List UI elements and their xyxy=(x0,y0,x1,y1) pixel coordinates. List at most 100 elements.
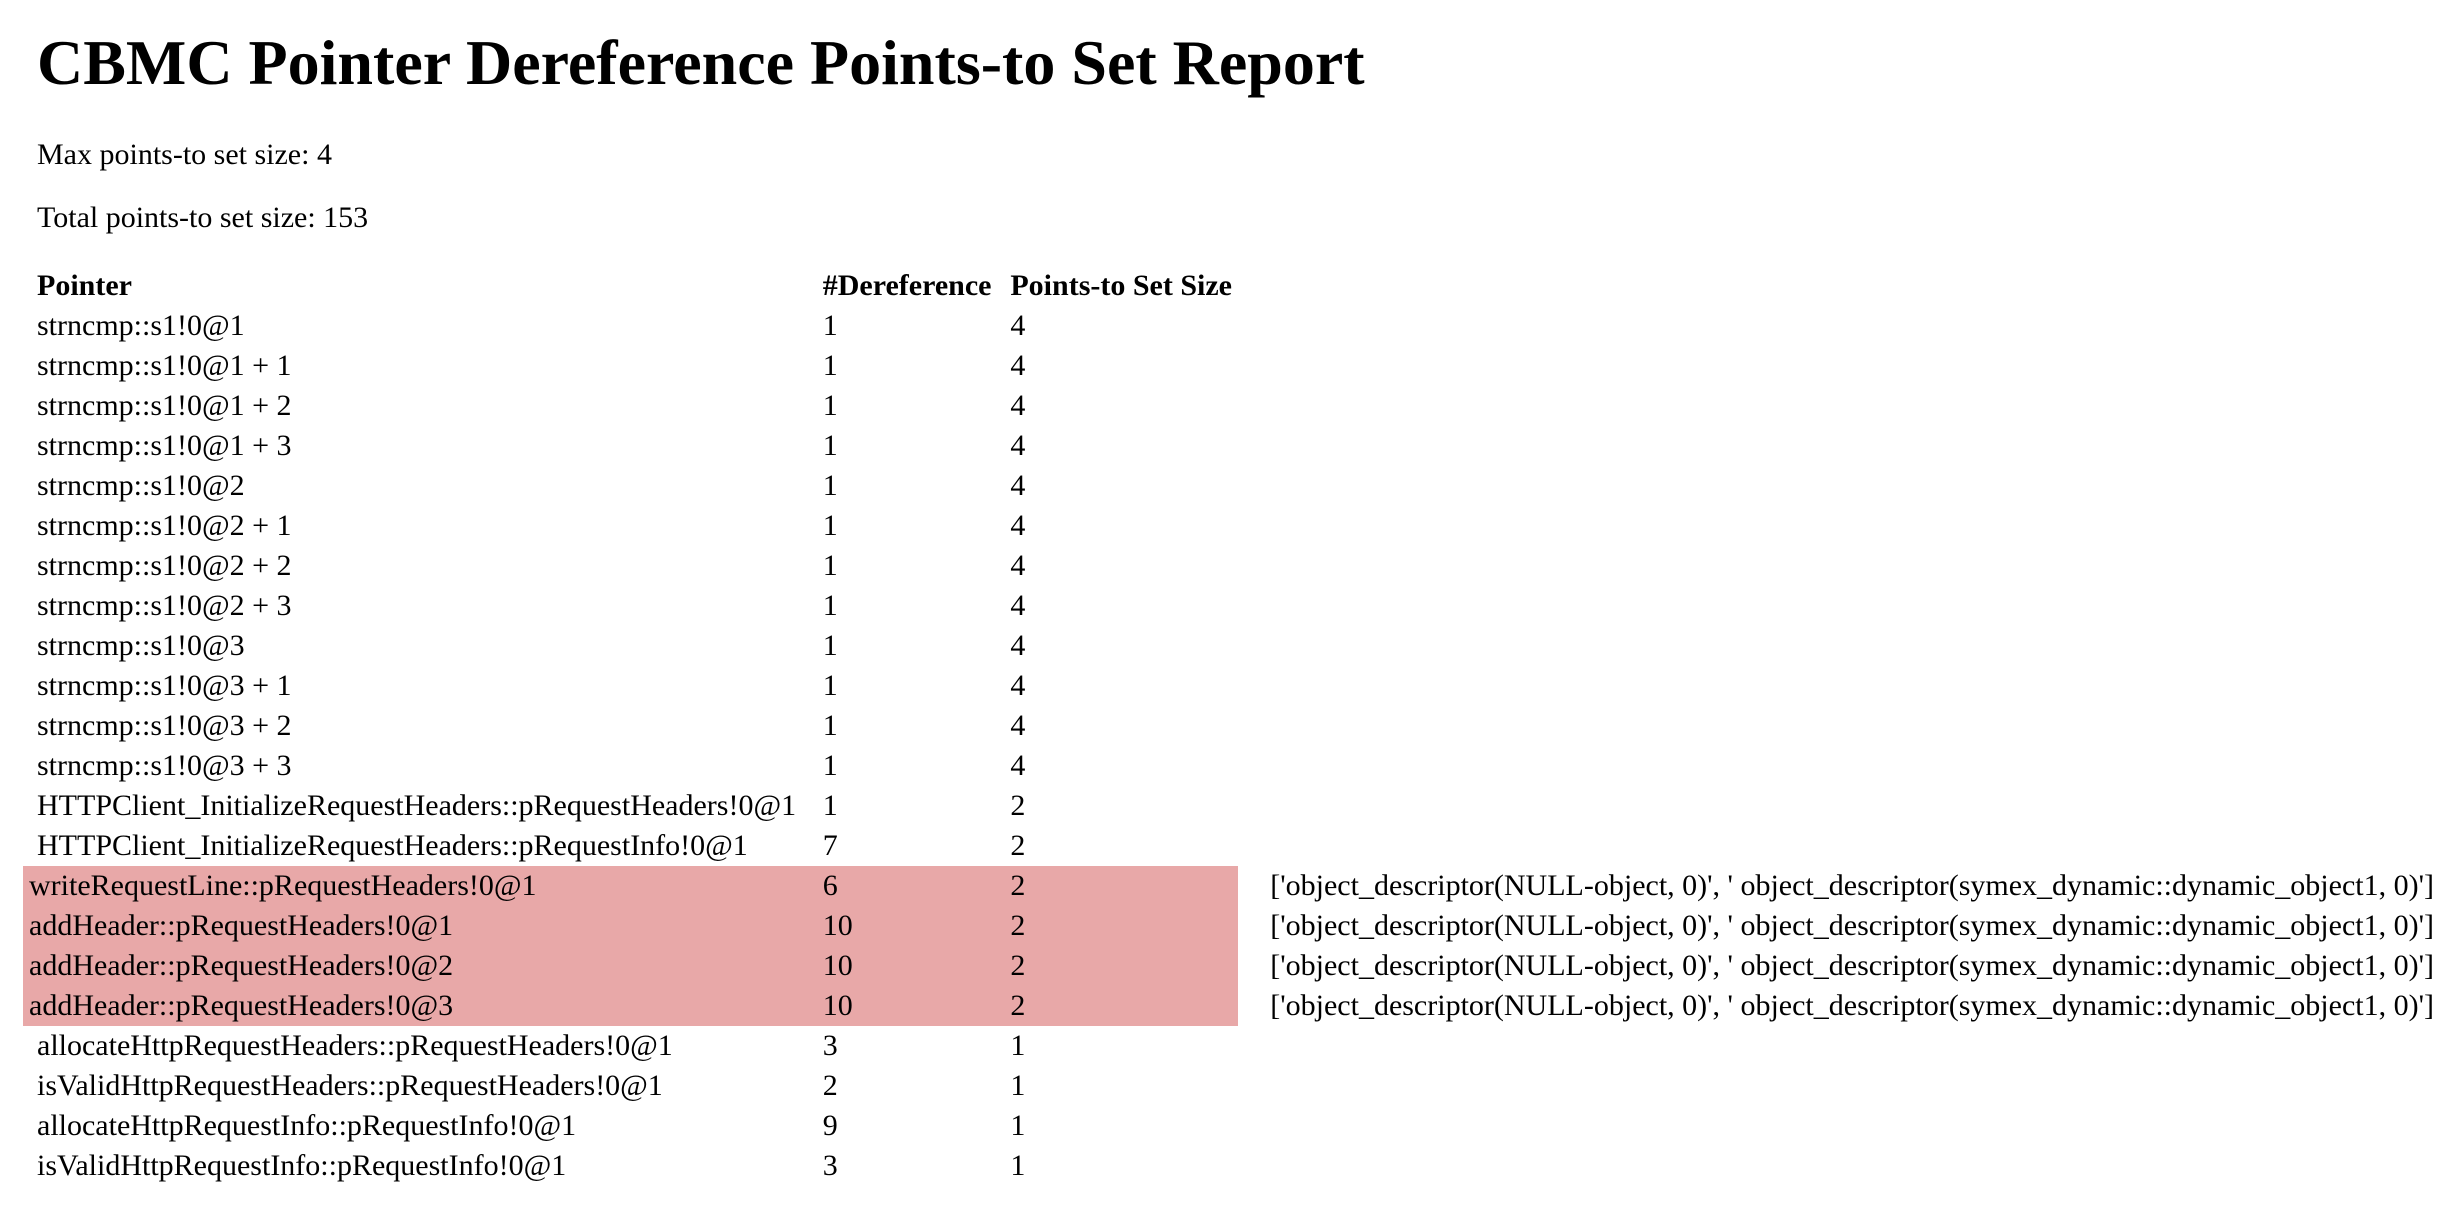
table-row: HTTPClient_InitializeRequestHeaders::pRe… xyxy=(29,786,2434,826)
cell-dereference: 10 xyxy=(822,986,1005,1026)
cell-dereference: 6 xyxy=(822,866,1005,906)
cell-spacer xyxy=(1238,1146,1264,1186)
cell-pointer: strncmp::s1!0@3 + 3 xyxy=(37,749,292,782)
cell-targets: ['object_descriptor(NULL-object, 0)', ' … xyxy=(1270,989,2434,1022)
cell-dereference: 10 xyxy=(822,906,1005,946)
cell-pointer: strncmp::s1!0@1 xyxy=(37,309,245,342)
cell-dereference: 7 xyxy=(822,829,838,862)
cell-dereference: 3 xyxy=(822,1029,838,1062)
cell-spacer xyxy=(1238,786,1264,826)
points-to-table: Pointer #Dereference Points-to Set Size … xyxy=(23,266,2440,1186)
cell-set-size: 4 xyxy=(1010,709,1026,742)
cell-pointer: allocateHttpRequestHeaders::pRequestHead… xyxy=(37,1029,673,1062)
cell-set-size: 4 xyxy=(1010,349,1026,382)
cell-pointer: isValidHttpRequestInfo::pRequestInfo!0@1 xyxy=(37,1149,567,1182)
cell-pointer: allocateHttpRequestInfo::pRequestInfo!0@… xyxy=(37,1109,577,1142)
cell-pointer: strncmp::s1!0@3 xyxy=(37,629,245,662)
cell-set-size: 2 xyxy=(1010,906,1232,946)
cell-set-size: 2 xyxy=(1010,829,1026,862)
cell-spacer xyxy=(1238,866,1264,906)
cell-set-size: 2 xyxy=(1010,946,1232,986)
table-row: strncmp::s1!0@3 + 1 1 4 xyxy=(29,666,2434,706)
table-row: strncmp::s1!0@3 1 4 xyxy=(29,626,2434,666)
cell-dereference: 1 xyxy=(822,309,838,342)
cell-targets xyxy=(1270,666,2434,706)
cell-pointer: writeRequestLine::pRequestHeaders!0@1 xyxy=(29,866,817,906)
cell-targets xyxy=(1270,346,2434,386)
cell-targets xyxy=(1270,786,2434,826)
cell-dereference: 10 xyxy=(822,946,1005,986)
cell-spacer xyxy=(1238,426,1264,466)
cell-spacer xyxy=(1238,706,1264,746)
header-set-size: Points-to Set Size xyxy=(1010,269,1232,302)
cell-pointer: addHeader::pRequestHeaders!0@1 xyxy=(29,906,817,946)
cell-set-size: 1 xyxy=(1010,1109,1026,1142)
table-row: allocateHttpRequestHeaders::pRequestHead… xyxy=(29,1026,2434,1066)
cell-spacer xyxy=(1238,626,1264,666)
cell-targets: ['object_descriptor(NULL-object, 0)', ' … xyxy=(1270,869,2434,902)
cell-set-size: 4 xyxy=(1010,509,1026,542)
cell-pointer: HTTPClient_InitializeRequestHeaders::pRe… xyxy=(37,829,748,862)
cell-targets xyxy=(1270,466,2434,506)
table-row: writeRequestLine::pRequestHeaders!0@1 6 2 [… xyxy=(29,866,2434,906)
cell-spacer xyxy=(1238,1106,1264,1146)
cell-targets xyxy=(1270,746,2434,786)
table-row: addHeader::pRequestHeaders!0@3 10 2 ['objec… xyxy=(29,986,2434,1026)
cell-pointer: strncmp::s1!0@2 + 3 xyxy=(37,589,292,622)
table-row: isValidHttpRequestInfo::pRequestInfo!0@1… xyxy=(29,1146,2434,1186)
cell-set-size: 4 xyxy=(1010,429,1026,462)
cell-dereference: 1 xyxy=(822,589,838,622)
cell-dereference: 9 xyxy=(822,1109,838,1142)
cell-spacer xyxy=(1238,586,1264,626)
total-set-size-stat: Total points-to set size: 153 xyxy=(37,201,369,234)
cell-spacer xyxy=(1238,746,1264,786)
cell-spacer xyxy=(1238,826,1264,866)
table-row: strncmp::s1!0@1 1 4 xyxy=(29,306,2434,346)
cell-pointer: isValidHttpRequestHeaders::pRequestHeade… xyxy=(37,1069,663,1102)
table-row: strncmp::s1!0@2 + 1 1 4 xyxy=(29,506,2434,546)
table-row: strncmp::s1!0@3 + 2 1 4 xyxy=(29,706,2434,746)
page-title: CBMC Pointer Dereference Points-to Set R… xyxy=(37,27,1365,98)
cell-spacer xyxy=(1238,306,1264,346)
cell-set-size: 2 xyxy=(1010,986,1232,1026)
cell-spacer xyxy=(1238,1026,1264,1066)
cell-pointer: strncmp::s1!0@1 + 2 xyxy=(37,389,292,422)
cell-dereference: 1 xyxy=(822,469,838,502)
cell-set-size: 4 xyxy=(1010,629,1026,662)
cell-targets xyxy=(1270,506,2434,546)
cell-targets xyxy=(1270,1106,2434,1146)
cell-dereference: 1 xyxy=(822,789,838,822)
cell-spacer xyxy=(1238,546,1264,586)
cell-set-size: 1 xyxy=(1010,1149,1026,1182)
cell-pointer: strncmp::s1!0@2 xyxy=(37,469,245,502)
cell-spacer xyxy=(1238,906,1264,946)
cell-set-size: 1 xyxy=(1010,1069,1026,1102)
header-pointer: Pointer xyxy=(37,269,132,302)
cell-targets: ['object_descriptor(NULL-object, 0)', ' … xyxy=(1270,949,2434,982)
cell-targets xyxy=(1270,706,2434,746)
table-header-row: Pointer #Dereference Points-to Set Size xyxy=(29,266,2434,306)
cell-pointer: strncmp::s1!0@3 + 2 xyxy=(37,709,292,742)
cell-targets xyxy=(1270,306,2434,346)
cell-spacer xyxy=(1238,986,1264,1026)
cell-targets xyxy=(1270,586,2434,626)
table-row: addHeader::pRequestHeaders!0@2 10 2 ['objec… xyxy=(29,946,2434,986)
cell-targets xyxy=(1270,1146,2434,1186)
table-row: strncmp::s1!0@1 + 1 1 4 xyxy=(29,346,2434,386)
cell-dereference: 1 xyxy=(822,549,838,582)
cell-pointer: strncmp::s1!0@2 + 2 xyxy=(37,549,292,582)
cell-pointer: strncmp::s1!0@1 + 3 xyxy=(37,429,292,462)
cell-targets xyxy=(1270,546,2434,586)
cell-pointer: addHeader::pRequestHeaders!0@3 xyxy=(29,986,817,1026)
cell-set-size: 4 xyxy=(1010,549,1026,582)
cell-set-size: 4 xyxy=(1010,389,1026,422)
cell-set-size: 2 xyxy=(1010,789,1026,822)
cell-set-size: 2 xyxy=(1010,866,1232,906)
header-dereference: #Dereference xyxy=(822,269,992,302)
table-row: isValidHttpRequestHeaders::pRequestHeade… xyxy=(29,1066,2434,1106)
cell-spacer xyxy=(1238,386,1264,426)
report-page: CBMC Pointer Dereference Points-to Set R… xyxy=(29,0,2454,1209)
cell-pointer: strncmp::s1!0@1 + 1 xyxy=(37,349,292,382)
cell-set-size: 4 xyxy=(1010,309,1026,342)
